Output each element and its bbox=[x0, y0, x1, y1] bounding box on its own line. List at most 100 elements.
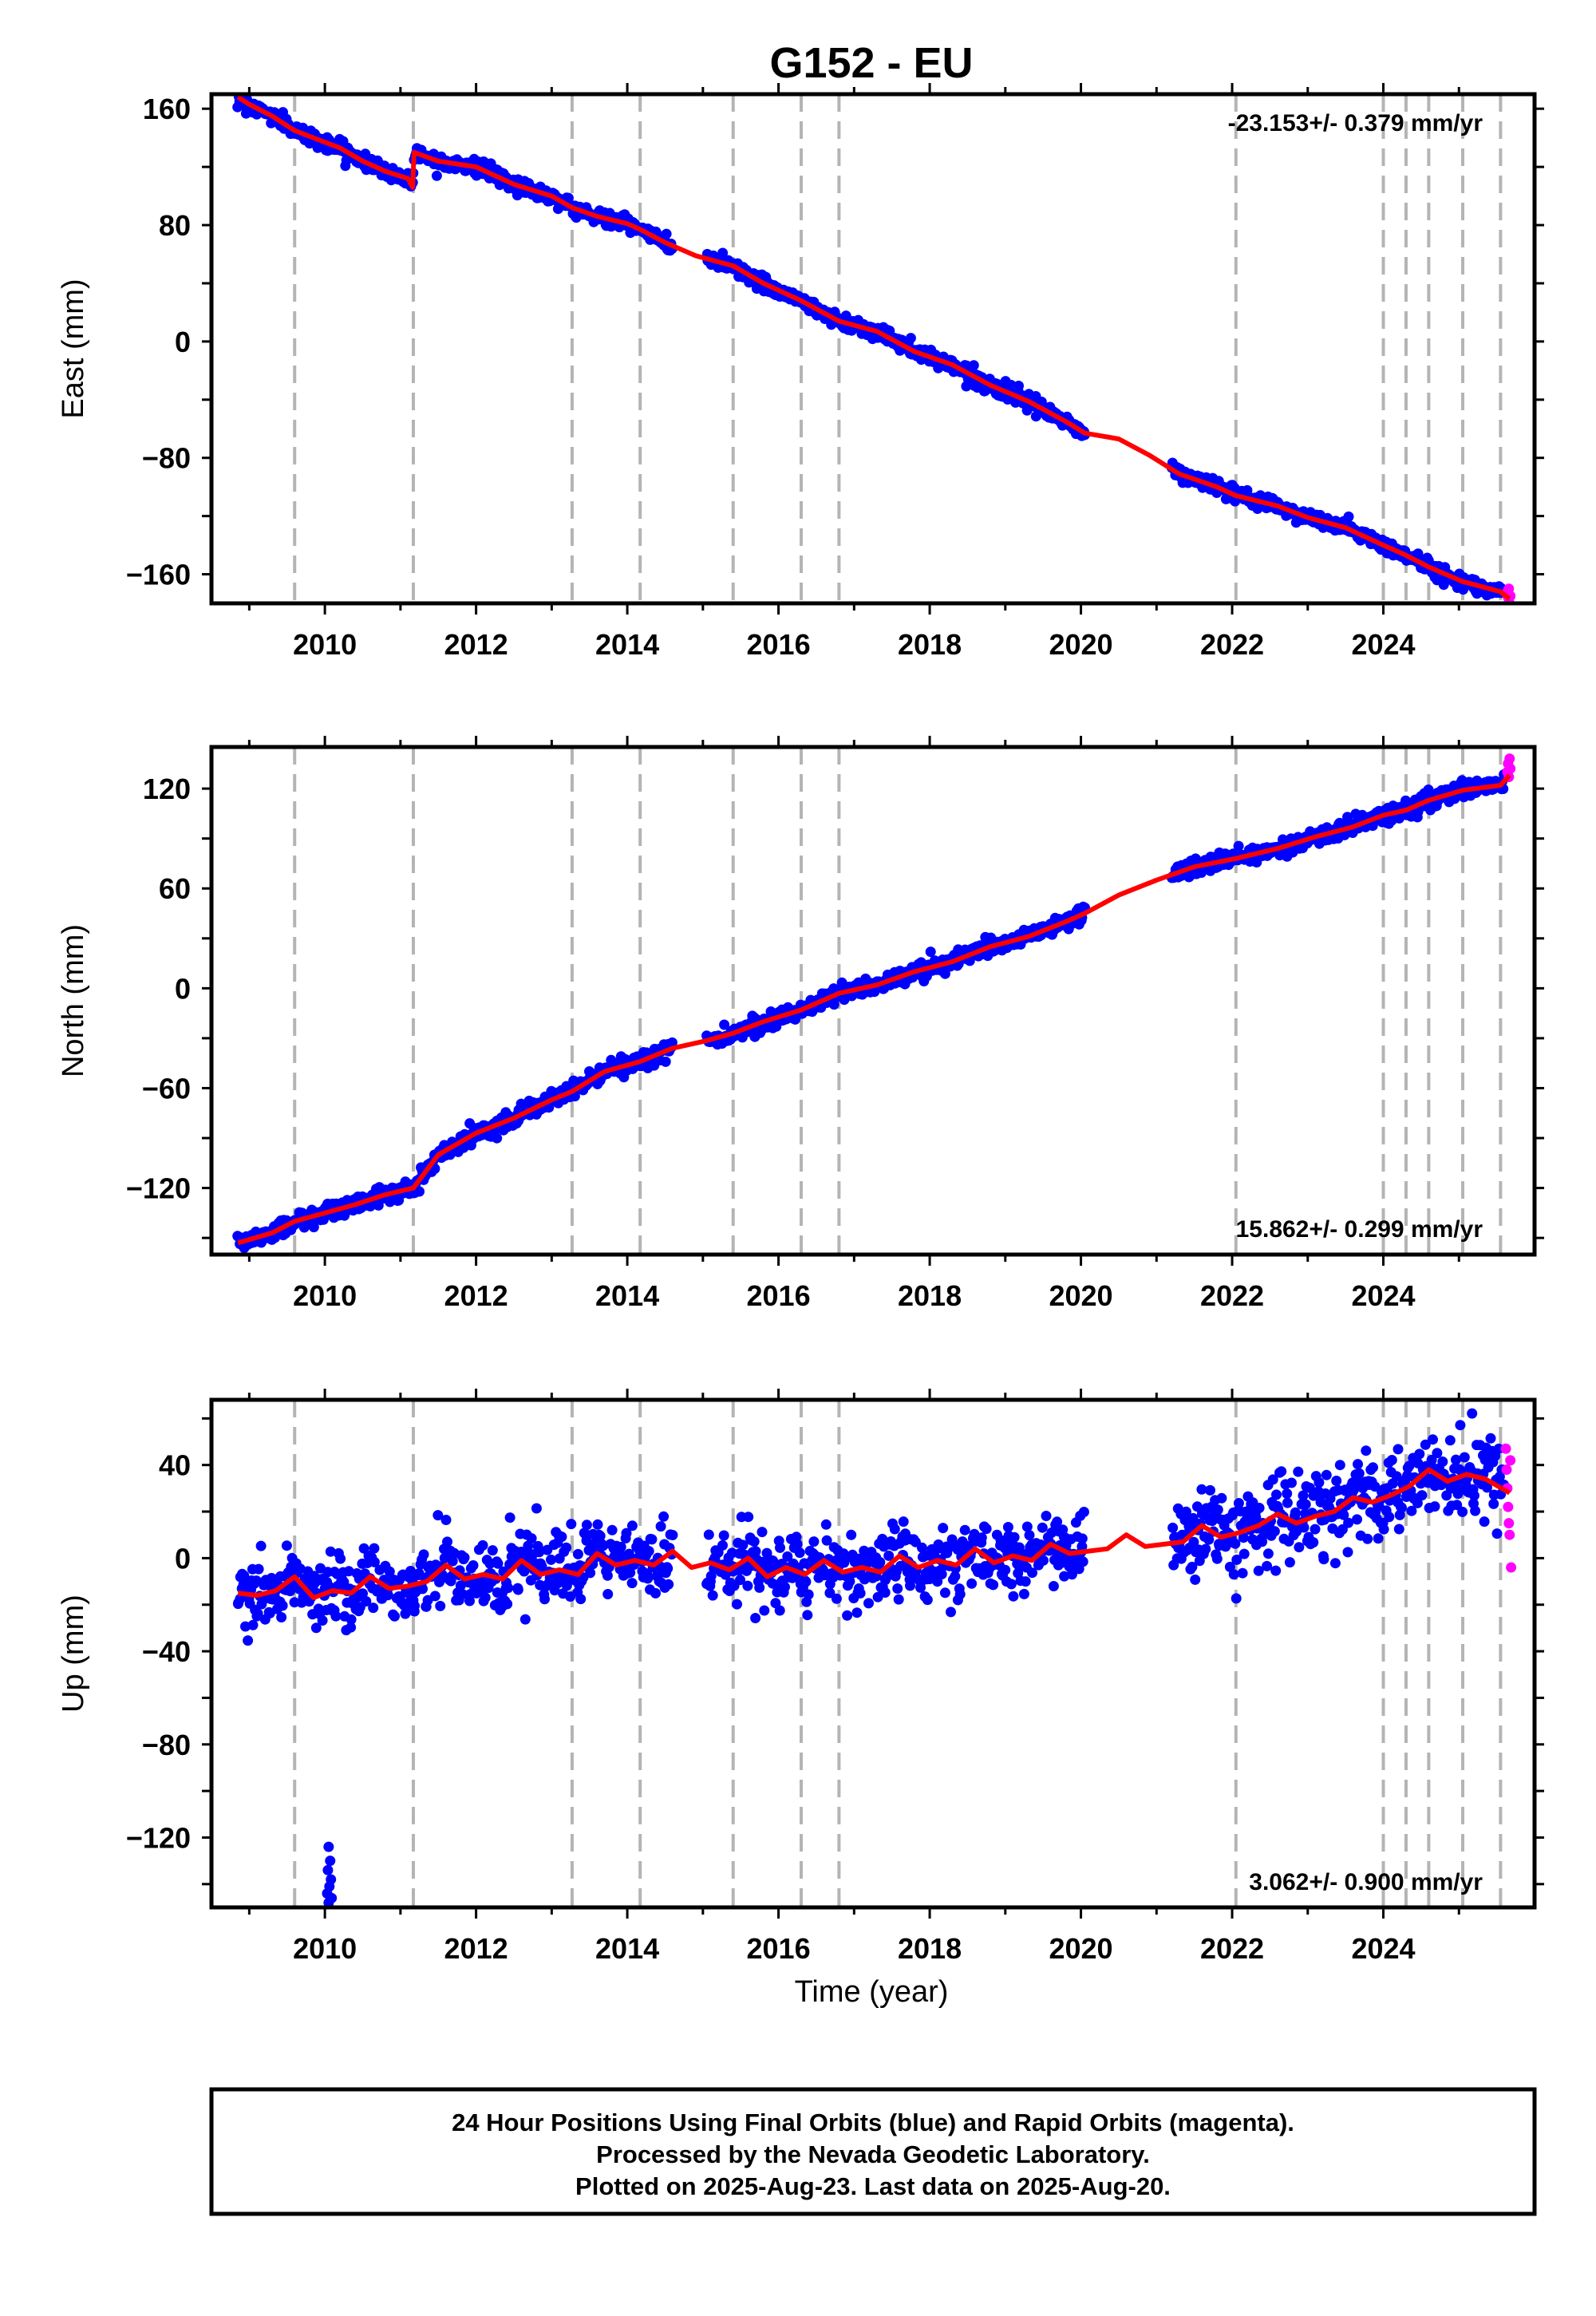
data-point bbox=[661, 228, 672, 239]
data-point bbox=[717, 1539, 728, 1551]
data-point bbox=[1368, 1462, 1378, 1473]
x-tick-label: 2010 bbox=[293, 1279, 357, 1312]
data-point bbox=[875, 1557, 886, 1567]
data-point bbox=[389, 1611, 400, 1622]
data-point bbox=[346, 1614, 357, 1625]
data-point bbox=[457, 1589, 468, 1599]
data-point bbox=[477, 1539, 488, 1551]
data-point bbox=[502, 1599, 513, 1610]
data-point bbox=[1386, 1455, 1397, 1465]
data-point bbox=[1052, 1516, 1063, 1528]
data-point bbox=[369, 1556, 380, 1567]
data-point bbox=[1187, 1512, 1199, 1524]
event-lines bbox=[293, 94, 1503, 603]
data-point bbox=[1310, 1524, 1321, 1535]
data-point bbox=[615, 1541, 626, 1552]
data-point bbox=[252, 1608, 263, 1619]
data-point bbox=[954, 1589, 966, 1600]
data-point bbox=[1048, 1581, 1059, 1591]
data-point bbox=[717, 247, 729, 259]
data-point bbox=[1002, 1522, 1013, 1532]
data-point bbox=[1009, 1531, 1020, 1543]
data-point bbox=[735, 1575, 745, 1586]
data-point bbox=[255, 1540, 267, 1551]
chart-title: G152 - EU bbox=[769, 39, 973, 87]
rapid-orbit-point bbox=[1500, 1443, 1511, 1454]
data-point bbox=[338, 1576, 350, 1587]
data-point bbox=[289, 1597, 300, 1608]
data-point bbox=[595, 1531, 606, 1542]
data-point bbox=[626, 1520, 638, 1531]
data-point bbox=[663, 1579, 674, 1590]
data-point bbox=[561, 1580, 572, 1591]
data-point bbox=[1286, 1477, 1297, 1488]
data-point bbox=[821, 1535, 832, 1546]
plot-frame bbox=[209, 745, 1537, 1257]
data-point bbox=[358, 1588, 368, 1599]
data-point bbox=[1013, 1542, 1025, 1553]
data-point bbox=[1334, 1460, 1345, 1471]
data-point bbox=[824, 1587, 836, 1599]
data-point bbox=[1362, 1533, 1373, 1544]
data-point bbox=[592, 1519, 603, 1530]
y-tick-label: 60 bbox=[159, 872, 191, 905]
data-point bbox=[1361, 1445, 1372, 1456]
data-point bbox=[382, 1590, 393, 1601]
data-point bbox=[492, 1558, 504, 1569]
x-tick-label: 2018 bbox=[898, 1932, 962, 1965]
data-point bbox=[643, 1546, 654, 1557]
data-point bbox=[442, 1536, 452, 1547]
data-point bbox=[703, 1529, 714, 1540]
data-point bbox=[251, 1575, 262, 1587]
rapid-orbit-point bbox=[1505, 1455, 1516, 1466]
data-point bbox=[1314, 1477, 1325, 1488]
data-point bbox=[1491, 1528, 1503, 1539]
data-point bbox=[1059, 1571, 1070, 1582]
data-point bbox=[1078, 1507, 1089, 1517]
data-point bbox=[1384, 1512, 1395, 1523]
y-tick-label: 0 bbox=[175, 972, 191, 1005]
footer-frame bbox=[209, 2087, 1537, 2216]
data-point bbox=[368, 1603, 379, 1614]
data-point bbox=[1416, 1490, 1428, 1501]
data-point bbox=[737, 1539, 749, 1551]
x-tick-label: 2024 bbox=[1351, 1932, 1415, 1965]
data-point bbox=[1230, 1538, 1241, 1549]
data-point bbox=[1038, 1555, 1049, 1566]
data-point bbox=[1488, 1498, 1499, 1509]
data-point bbox=[718, 1530, 729, 1541]
data-point bbox=[459, 1552, 470, 1563]
data-point bbox=[1077, 1541, 1088, 1552]
data-point bbox=[277, 1600, 288, 1611]
data-point bbox=[846, 1529, 857, 1540]
x-tick-label: 2022 bbox=[1200, 1279, 1264, 1312]
data-point bbox=[1188, 1536, 1199, 1547]
data-point bbox=[1300, 1499, 1311, 1510]
data-point bbox=[774, 1605, 785, 1616]
data-point bbox=[938, 1523, 949, 1534]
data-point bbox=[1037, 1522, 1048, 1533]
data-point bbox=[1420, 1439, 1431, 1450]
x-tick-label: 2016 bbox=[747, 1279, 811, 1312]
data-point bbox=[1298, 1522, 1310, 1533]
data-point bbox=[1452, 1500, 1463, 1511]
data-point bbox=[330, 1611, 342, 1622]
data-point bbox=[1262, 1548, 1274, 1559]
data-point bbox=[504, 1512, 516, 1524]
data-point bbox=[1238, 1548, 1250, 1559]
data-point bbox=[959, 1524, 970, 1535]
x-tick-label: 2014 bbox=[595, 628, 659, 661]
x-tick-label: 2024 bbox=[1351, 628, 1415, 661]
data-point bbox=[503, 1583, 514, 1594]
data-point bbox=[585, 1567, 596, 1579]
data-point bbox=[1338, 1509, 1349, 1520]
rapid-orbit-point bbox=[1505, 763, 1516, 774]
data-point bbox=[800, 1576, 812, 1587]
data-point bbox=[1485, 1433, 1496, 1444]
data-point bbox=[792, 1539, 803, 1550]
data-point bbox=[743, 1512, 754, 1523]
data-point bbox=[1393, 1444, 1404, 1455]
y-tick-label: 40 bbox=[159, 1449, 191, 1482]
data-point bbox=[519, 1566, 530, 1577]
